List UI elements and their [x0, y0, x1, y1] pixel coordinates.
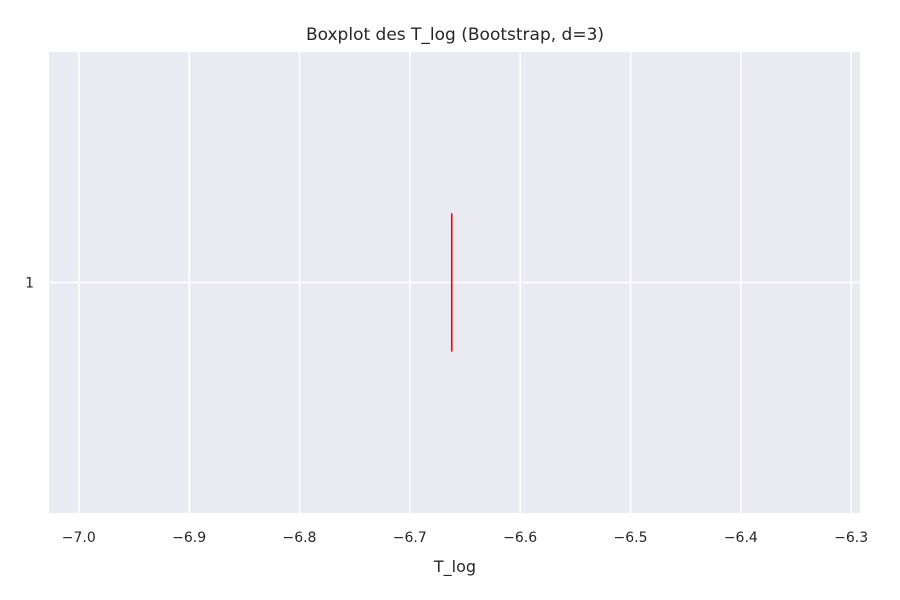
x-tick-label: −6.3 — [834, 530, 868, 546]
chart-title: Boxplot des T_log (Bootstrap, d=3) — [306, 25, 604, 45]
x-tick-label: −6.4 — [724, 530, 758, 546]
x-axis-label: T_log — [433, 557, 476, 577]
y-tick-label: 1 — [25, 276, 34, 292]
x-tick-label: −6.7 — [393, 530, 427, 546]
grid — [49, 52, 860, 513]
x-tick-label: −7.0 — [62, 530, 96, 546]
x-tick-label: −6.8 — [282, 530, 316, 546]
x-tick-label: −6.5 — [613, 530, 647, 546]
x-tick-label: −6.6 — [503, 530, 537, 546]
y-axis-ticks: 1 — [25, 276, 34, 292]
x-tick-label: −6.9 — [172, 530, 206, 546]
x-axis-ticks: −7.0 −6.9 −6.8 −6.7 −6.6 −6.5 −6.4 −6.3 — [62, 530, 868, 546]
